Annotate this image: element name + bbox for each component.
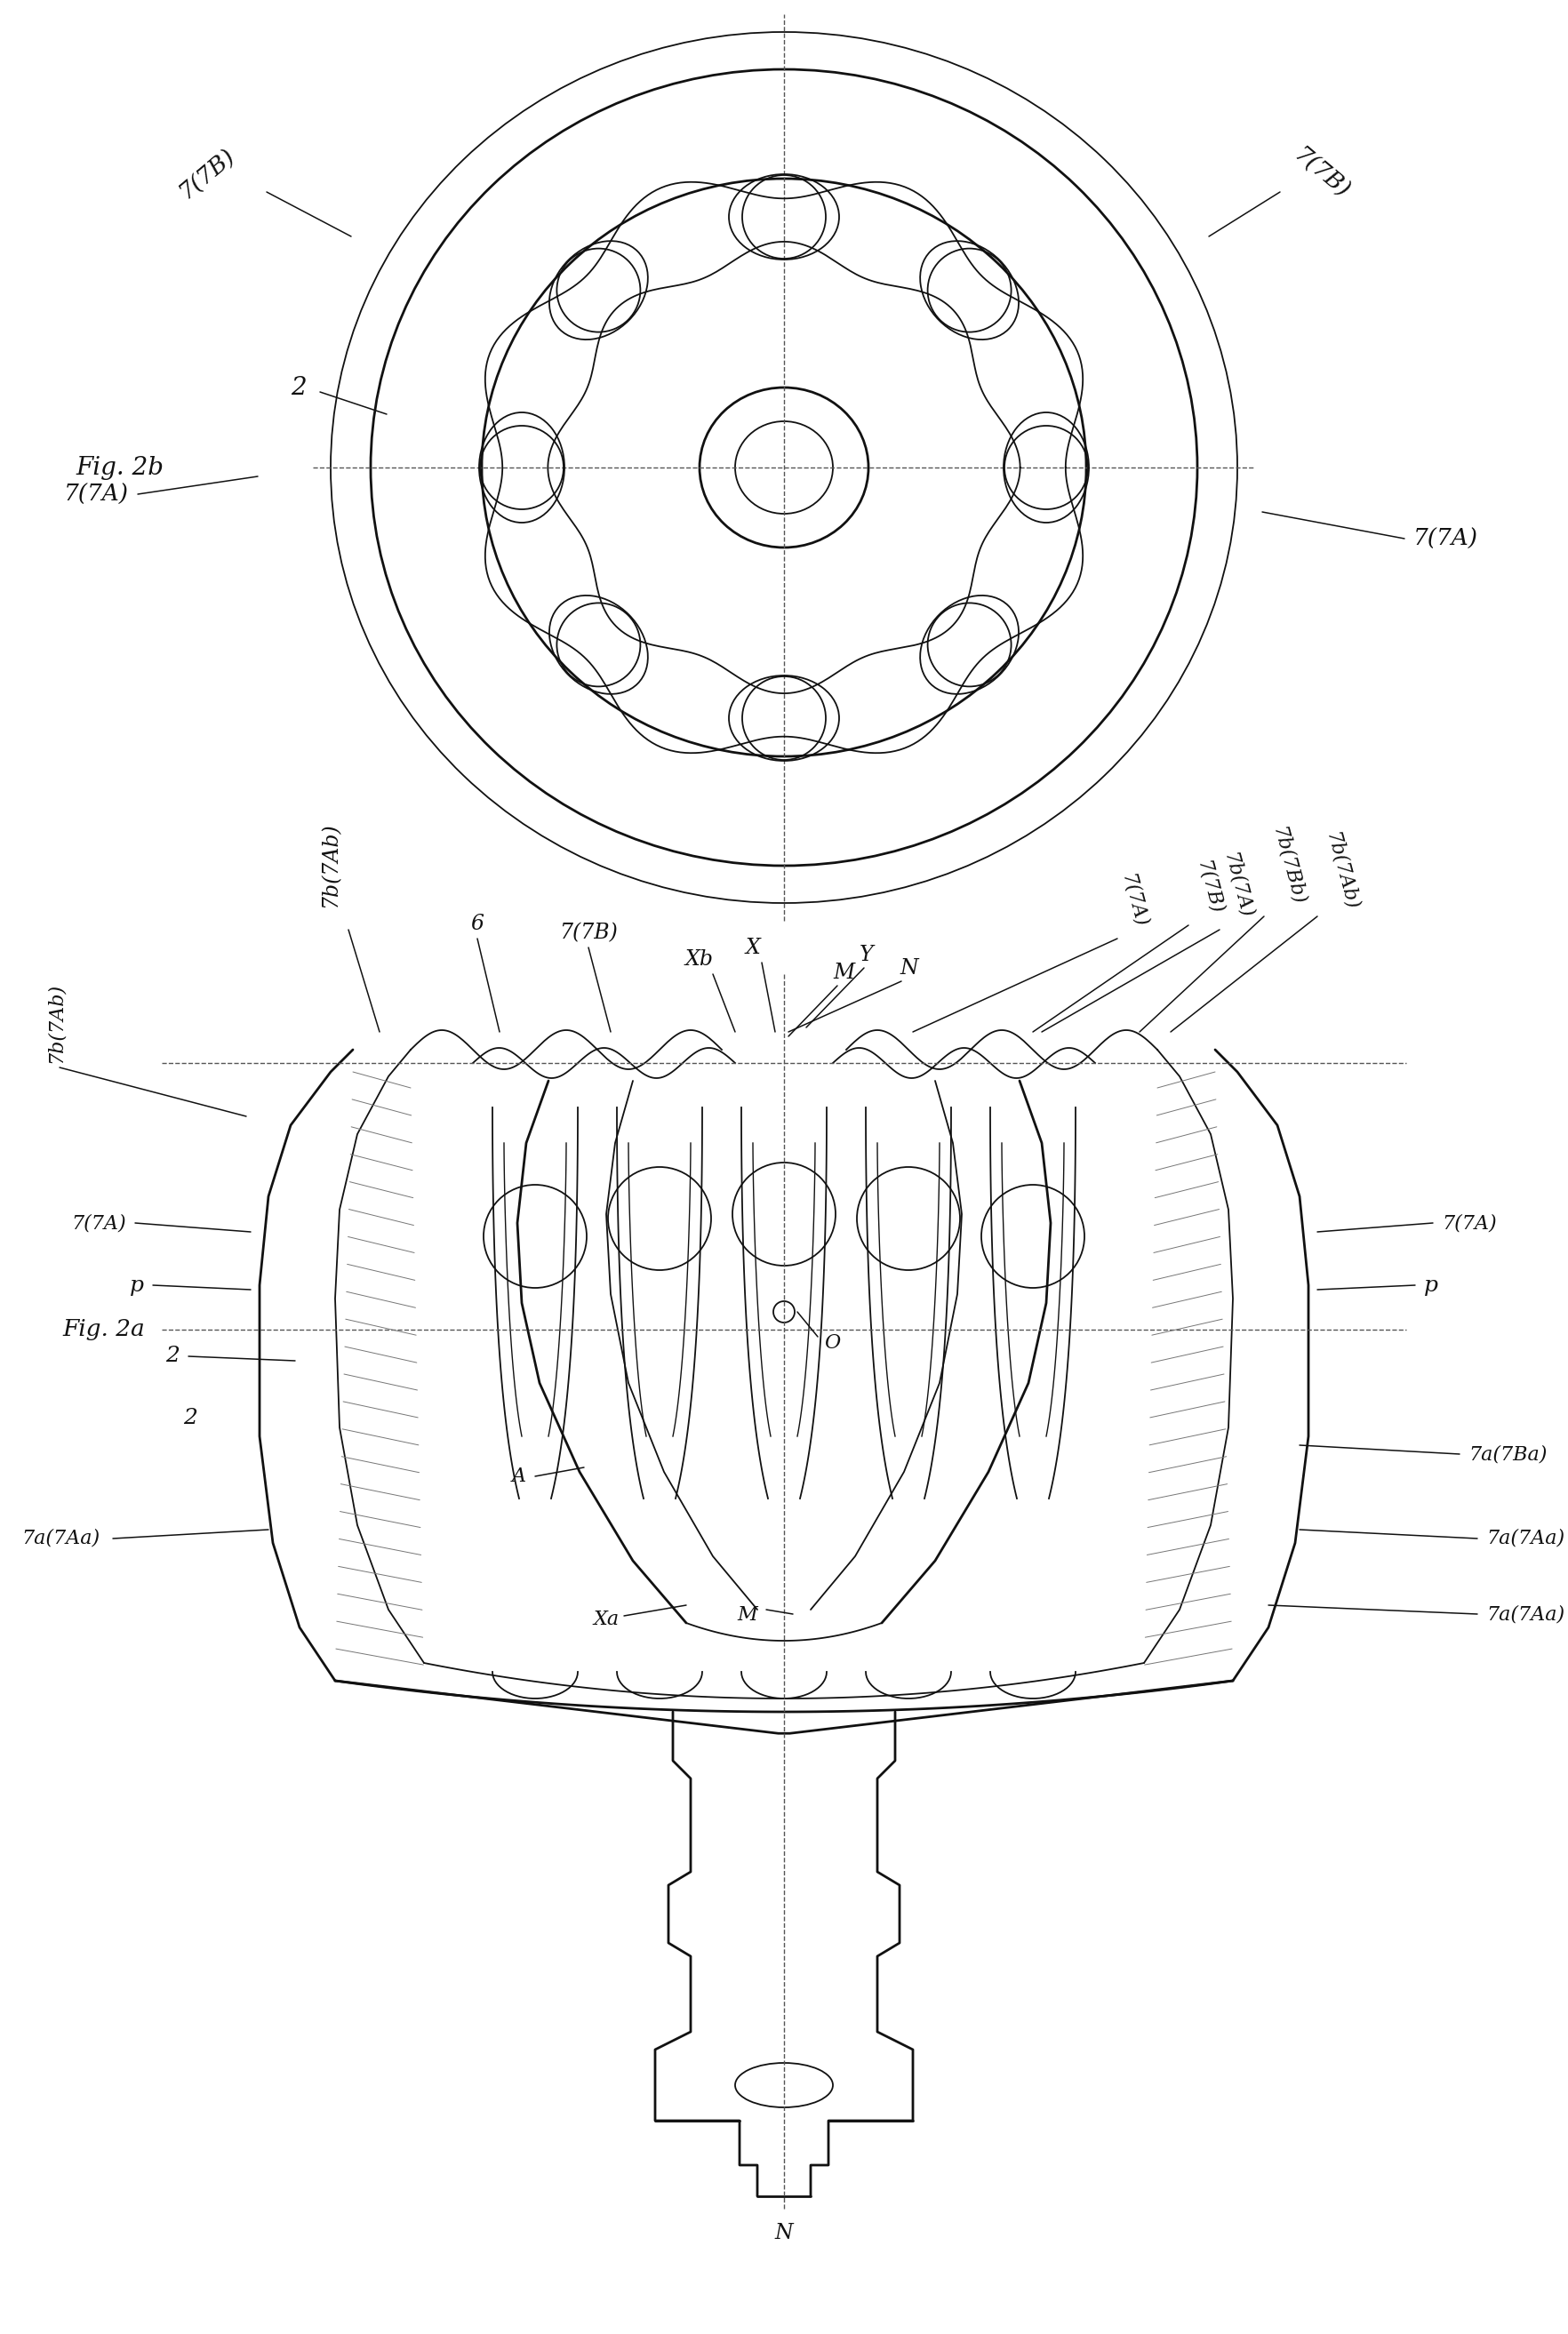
Text: Fig. 2a: Fig. 2a (63, 1319, 144, 1340)
Text: Xb: Xb (685, 950, 713, 969)
Text: 7(7A): 7(7A) (64, 483, 129, 504)
Text: 7b(7Ab): 7b(7Ab) (1322, 829, 1361, 913)
Text: 7(7B): 7(7B) (176, 145, 240, 203)
Text: 7a(7Aa): 7a(7Aa) (22, 1529, 99, 1547)
Text: Fig. 2b: Fig. 2b (75, 455, 163, 478)
Text: 7b(7Ab): 7b(7Ab) (45, 983, 66, 1062)
Text: 7(7A): 7(7A) (1443, 1214, 1496, 1232)
Text: 7(7B): 7(7B) (560, 922, 618, 943)
Text: 7b(7Bb): 7b(7Bb) (1269, 824, 1308, 908)
Text: 7(7B): 7(7B) (1289, 145, 1353, 203)
Text: M: M (737, 1606, 757, 1624)
Text: 7(7A): 7(7A) (1413, 527, 1479, 551)
Text: M: M (833, 962, 855, 983)
Text: 6: 6 (470, 913, 485, 934)
Text: N: N (775, 2222, 793, 2243)
Text: 7b(7Ab): 7b(7Ab) (320, 822, 340, 908)
Text: N: N (900, 959, 917, 978)
Text: 7(7A): 7(7A) (1118, 871, 1151, 929)
Text: 7a(7Ba): 7a(7Ba) (1469, 1445, 1548, 1463)
Text: 7(7A): 7(7A) (72, 1214, 125, 1232)
Text: 7a(7Aa): 7a(7Aa) (1486, 1529, 1565, 1547)
Text: p: p (130, 1274, 144, 1295)
Text: Xa: Xa (593, 1610, 619, 1629)
Text: 2: 2 (166, 1347, 180, 1365)
Text: X: X (745, 938, 760, 959)
Text: A: A (511, 1466, 527, 1487)
Text: O: O (825, 1333, 840, 1354)
Text: p: p (1424, 1274, 1438, 1295)
Text: 2: 2 (183, 1407, 198, 1428)
Text: 7a(7Aa): 7a(7Aa) (1486, 1603, 1565, 1624)
Text: Y: Y (859, 945, 873, 966)
Text: 7(7B): 7(7B) (1193, 859, 1226, 917)
Text: 2: 2 (292, 376, 307, 399)
Text: 7b(7A): 7b(7A) (1220, 850, 1256, 922)
